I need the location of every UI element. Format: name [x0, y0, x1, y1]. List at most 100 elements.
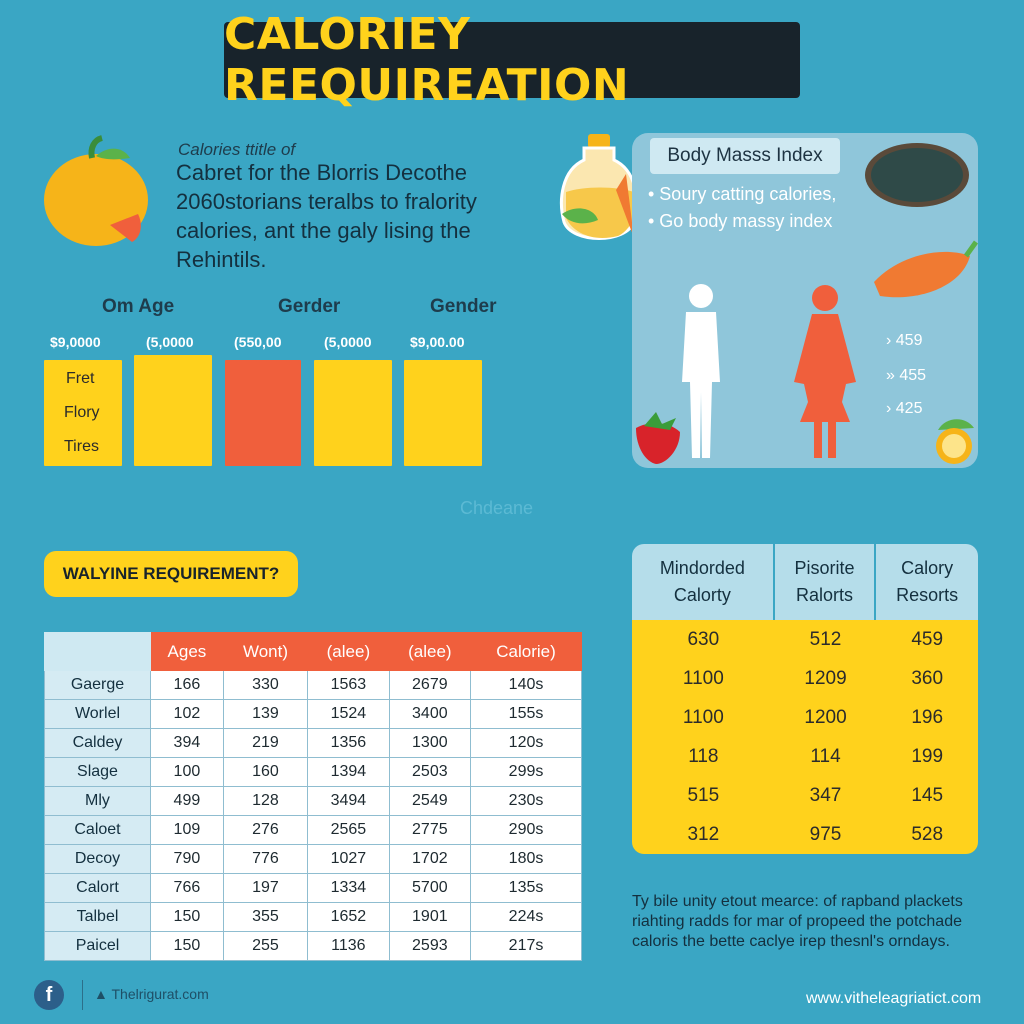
table-cell: 1100: [632, 659, 775, 698]
column-header: Calorie): [470, 632, 582, 671]
row-label: Talbel: [44, 902, 151, 932]
intro-subtitle: Calories ttitle of: [178, 140, 296, 159]
table-cell: 394: [150, 728, 224, 758]
table-row: Calort 766 197 1334 5700 135s: [44, 873, 582, 903]
table-row: 312 975 528: [632, 815, 978, 854]
table-row: Caloet 109 276 2565 2775 290s: [44, 815, 582, 845]
column-header: Mindorded Calorty: [632, 544, 775, 620]
table-cell: 776: [222, 844, 309, 874]
bar-value-label: $9,0000: [50, 334, 101, 350]
table-cell: 512: [774, 620, 877, 659]
table-cell: 100: [150, 757, 224, 787]
column-header: Pisorite Ralorts: [774, 544, 877, 620]
table-row: 630 512 459: [632, 620, 978, 659]
table-cell: 180s: [470, 844, 582, 874]
table-cell: 230s: [470, 786, 582, 816]
facebook-icon[interactable]: f: [34, 980, 64, 1010]
column-header: Wont): [222, 632, 309, 671]
table-cell: 2775: [388, 815, 472, 845]
footnote: Ty bile unity etout mearce: of rapband p…: [632, 892, 963, 952]
table-cell: 166: [150, 670, 224, 700]
table-cell: 1334: [307, 873, 390, 903]
table-cell: 290s: [470, 815, 582, 845]
watermark-text: Chdeane: [460, 498, 534, 518]
table-cell: 276: [222, 815, 309, 845]
table-cell: 2679: [388, 670, 472, 700]
bar: [134, 355, 212, 466]
table-row: Slage 100 160 1394 2503 299s: [44, 757, 582, 787]
row-label: Gaerge: [44, 670, 151, 700]
bar-value-label: $9,00.00: [410, 334, 465, 350]
column-header: Ages: [150, 632, 224, 671]
social-handle[interactable]: ▲ Thelrigurat.com: [94, 986, 209, 1002]
table-cell: 135s: [470, 873, 582, 903]
bmi-bullet: • Soury catting calories,: [648, 184, 837, 204]
table-cell: 224s: [470, 902, 582, 932]
table-cell: 102: [150, 699, 224, 729]
table-cell: 118: [632, 737, 775, 776]
sweet-potato-icon: [874, 240, 979, 298]
table-cell: 3494: [307, 786, 390, 816]
table-cell: 120s: [470, 728, 582, 758]
table-cell: 2565: [307, 815, 390, 845]
social-handle-text: Thelrigurat.com: [111, 986, 209, 1002]
page-title: CALORIEY REEQUIREATION: [224, 9, 630, 111]
table-cell: 360: [876, 659, 978, 698]
column-header: (alee): [388, 632, 472, 671]
table-cell: 312: [632, 815, 775, 854]
website-link[interactable]: www.vitheleagriatict.com: [806, 990, 982, 1007]
bar-header-gender-2: Gender: [430, 296, 497, 317]
table-cell: 1394: [307, 757, 390, 787]
table-cell: 150: [150, 902, 224, 932]
row-label: Worlel: [44, 699, 151, 729]
table-cell: 1200: [774, 698, 877, 737]
bar-row-label: Tires: [64, 438, 99, 455]
table-cell: 766: [150, 873, 224, 903]
table-row: Gaerge 166 330 1563 2679 140s: [44, 670, 582, 700]
intro-line: calories, ant the galy lising the: [176, 218, 471, 243]
requirement-badge: WALYINE REQUIREMENT?: [44, 551, 298, 597]
table-cell: 199: [876, 737, 978, 776]
table-cell: 5700: [388, 873, 472, 903]
table-cell: 499: [150, 786, 224, 816]
juice-bottle-icon: [560, 134, 638, 240]
footer-divider: [82, 980, 83, 1010]
table-cell: 3400: [388, 699, 472, 729]
bar-header-age: Om Age: [102, 296, 175, 317]
bar: [404, 360, 482, 466]
table-cell: 197: [222, 873, 309, 903]
column-header-line: Calory: [901, 558, 954, 578]
title-banner: CALORIEY REEQUIREATION: [224, 9, 800, 111]
table-cell: 528: [876, 815, 978, 854]
requirement-table: Ages Wont) (alee) (alee) Calorie) Gaerge…: [44, 632, 582, 961]
table-row: 1100 1200 196: [632, 698, 978, 737]
table-body: 630 512 459 1100 1209 360 1100 1200 196 118 114 199…: [632, 620, 978, 854]
table-cell: 1300: [388, 728, 472, 758]
table-row: Talbel 150 355 1652 1901 224s: [44, 902, 582, 932]
bmi-value: » 455: [886, 367, 927, 384]
table-cell: 1563: [307, 670, 390, 700]
row-label: Caloet: [44, 815, 151, 845]
table-cell: 1027: [307, 844, 390, 874]
table-cell: 109: [150, 815, 224, 845]
woman-silhouette-icon: [794, 285, 856, 458]
table-cell: 140s: [470, 670, 582, 700]
table-cell: 255: [222, 931, 309, 961]
thumb-icon: ▲: [94, 986, 112, 1002]
bar-value-label: (5,0000: [324, 334, 372, 350]
bar: Fret Flory Tires: [44, 360, 122, 466]
table-row: 515 347 145: [632, 776, 978, 815]
bar-header-gender: Gerder: [278, 296, 341, 317]
column-header-line: Mindorded: [659, 558, 745, 578]
bmi-value: › 459: [886, 332, 923, 349]
bar-row-label: Fret: [66, 370, 95, 387]
table-cell: 1702: [388, 844, 472, 874]
table-cell: 145: [876, 776, 978, 815]
footnote-line: caloris the bette caclye irep thesnl's o…: [632, 933, 950, 950]
column-header-line: Calorty: [673, 585, 731, 605]
table-cell: 217s: [470, 931, 582, 961]
table-cell: 459: [876, 620, 978, 659]
table-cell: 114: [774, 737, 877, 776]
row-label: Calort: [44, 873, 151, 903]
footnote-line: Ty bile unity etout mearce: of rapband p…: [632, 893, 963, 910]
